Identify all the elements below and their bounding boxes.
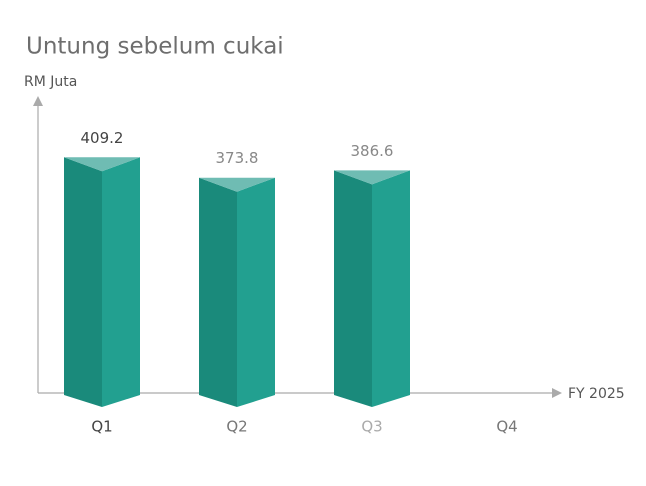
x-tick-label: Q2 — [226, 418, 247, 436]
bar-right-face — [372, 170, 410, 407]
value-label: 373.8 — [216, 149, 259, 167]
y-axis-label: RM Juta — [24, 74, 77, 90]
bar-right-face — [237, 177, 275, 407]
x-tick-label: Q4 — [496, 418, 517, 436]
bar-left-face — [64, 157, 102, 407]
x-axis-label: FY 2025 — [568, 386, 625, 402]
bar-right-face — [102, 157, 140, 407]
bar-top — [199, 177, 275, 192]
chart-title: Untung sebelum cukai — [26, 34, 284, 60]
x-axis-arrow — [552, 388, 562, 398]
bar-left-face — [334, 170, 372, 407]
bar-left-face — [199, 177, 237, 407]
x-tick-label: Q3 — [361, 418, 382, 436]
x-tick-label: Q1 — [91, 418, 112, 436]
value-label: 409.2 — [81, 129, 124, 147]
bar-top — [334, 170, 410, 185]
y-axis-arrow — [33, 96, 43, 106]
bar-top — [64, 157, 140, 172]
value-label: 386.6 — [351, 142, 394, 160]
